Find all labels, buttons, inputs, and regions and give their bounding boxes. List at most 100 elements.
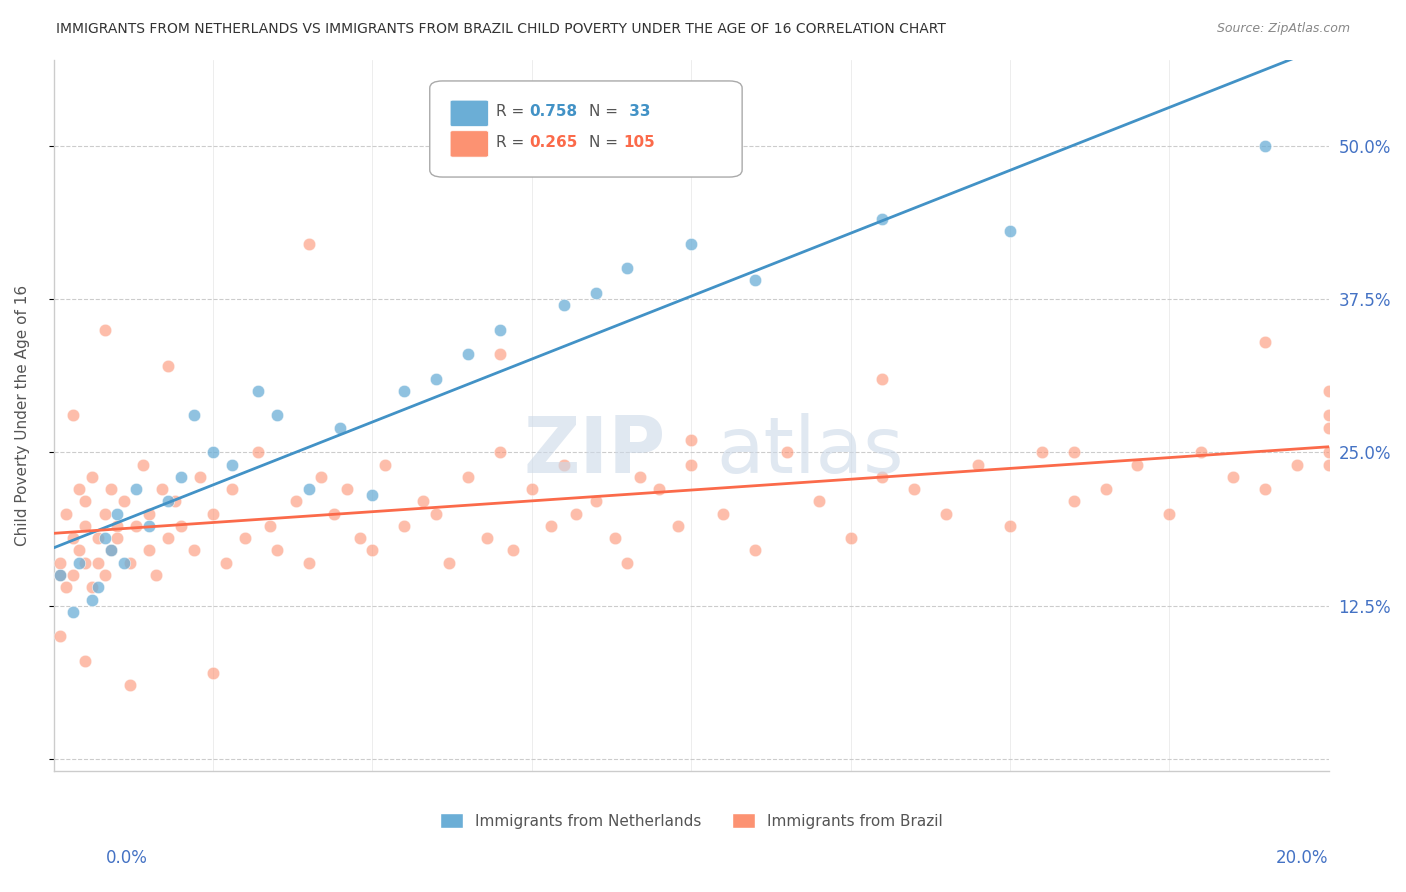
Point bbox=[425, 372, 447, 386]
Y-axis label: Child Poverty Under the Age of 16: Child Poverty Under the Age of 16 bbox=[15, 285, 30, 546]
Point bbox=[1317, 384, 1340, 398]
Point bbox=[125, 482, 148, 496]
Point bbox=[681, 433, 703, 447]
Point bbox=[437, 556, 460, 570]
Point bbox=[1317, 458, 1340, 472]
Point bbox=[681, 458, 703, 472]
Point bbox=[681, 236, 703, 251]
Point bbox=[55, 580, 77, 594]
Point bbox=[67, 543, 90, 558]
Point bbox=[628, 470, 651, 484]
Point bbox=[170, 470, 193, 484]
Point bbox=[125, 519, 148, 533]
Point bbox=[75, 519, 97, 533]
Point bbox=[183, 409, 205, 423]
Point bbox=[215, 556, 238, 570]
Point bbox=[201, 666, 224, 681]
Point bbox=[93, 507, 115, 521]
Text: N =: N = bbox=[589, 135, 623, 150]
Point bbox=[49, 556, 72, 570]
Point bbox=[1063, 494, 1085, 508]
Text: 0.758: 0.758 bbox=[529, 104, 578, 119]
Point bbox=[138, 519, 160, 533]
Point bbox=[80, 580, 103, 594]
Point bbox=[49, 629, 72, 643]
Point bbox=[540, 519, 562, 533]
Point bbox=[489, 347, 512, 361]
Point bbox=[67, 482, 90, 496]
Point bbox=[1189, 445, 1212, 459]
Point bbox=[183, 543, 205, 558]
Point bbox=[105, 531, 128, 545]
Point bbox=[329, 421, 352, 435]
Point bbox=[201, 445, 224, 459]
Point bbox=[112, 494, 135, 508]
Point bbox=[105, 519, 128, 533]
Point bbox=[394, 519, 416, 533]
Text: 105: 105 bbox=[623, 135, 655, 150]
Point bbox=[1222, 470, 1244, 484]
Point bbox=[1317, 445, 1340, 459]
Point bbox=[298, 556, 321, 570]
Point bbox=[616, 261, 638, 276]
Point bbox=[100, 543, 122, 558]
Point bbox=[298, 482, 321, 496]
Point bbox=[323, 507, 346, 521]
Point bbox=[903, 482, 925, 496]
Point bbox=[565, 507, 588, 521]
Text: 0.0%: 0.0% bbox=[105, 849, 148, 867]
Point bbox=[62, 568, 84, 582]
Point bbox=[475, 531, 498, 545]
Point bbox=[361, 488, 384, 502]
Point bbox=[648, 482, 671, 496]
Point bbox=[298, 236, 321, 251]
Point bbox=[221, 458, 243, 472]
Point bbox=[839, 531, 862, 545]
Point bbox=[394, 384, 416, 398]
Text: atlas: atlas bbox=[717, 413, 904, 489]
Point bbox=[502, 543, 524, 558]
Text: Source: ZipAtlas.com: Source: ZipAtlas.com bbox=[1216, 22, 1350, 36]
Point bbox=[120, 678, 142, 692]
Point bbox=[100, 543, 122, 558]
Point bbox=[361, 543, 384, 558]
FancyBboxPatch shape bbox=[450, 100, 488, 127]
Point bbox=[266, 543, 288, 558]
Point bbox=[711, 507, 734, 521]
Text: 33: 33 bbox=[623, 104, 650, 119]
Point bbox=[55, 507, 77, 521]
Point bbox=[457, 470, 479, 484]
Text: IMMIGRANTS FROM NETHERLANDS VS IMMIGRANTS FROM BRAZIL CHILD POVERTY UNDER THE AG: IMMIGRANTS FROM NETHERLANDS VS IMMIGRANT… bbox=[56, 22, 946, 37]
Point bbox=[1317, 421, 1340, 435]
Point bbox=[311, 470, 333, 484]
Point bbox=[138, 507, 160, 521]
Point bbox=[75, 556, 97, 570]
Point bbox=[1317, 409, 1340, 423]
Point bbox=[49, 568, 72, 582]
Point bbox=[585, 285, 607, 300]
Point bbox=[266, 409, 288, 423]
Text: R =: R = bbox=[496, 135, 529, 150]
Point bbox=[100, 482, 122, 496]
Point bbox=[170, 519, 193, 533]
Point bbox=[489, 445, 512, 459]
Point bbox=[666, 519, 689, 533]
Point bbox=[457, 347, 479, 361]
Point bbox=[120, 556, 142, 570]
Point bbox=[872, 470, 894, 484]
Point bbox=[87, 580, 110, 594]
Point bbox=[967, 458, 990, 472]
Point bbox=[62, 531, 84, 545]
Point bbox=[1285, 458, 1308, 472]
Point bbox=[157, 494, 180, 508]
Point bbox=[246, 384, 269, 398]
Point bbox=[489, 322, 512, 336]
Point bbox=[80, 592, 103, 607]
Point bbox=[1063, 445, 1085, 459]
Point bbox=[553, 298, 575, 312]
Point bbox=[374, 458, 396, 472]
Point bbox=[336, 482, 359, 496]
Point bbox=[49, 568, 72, 582]
Point bbox=[1031, 445, 1053, 459]
Point bbox=[87, 531, 110, 545]
